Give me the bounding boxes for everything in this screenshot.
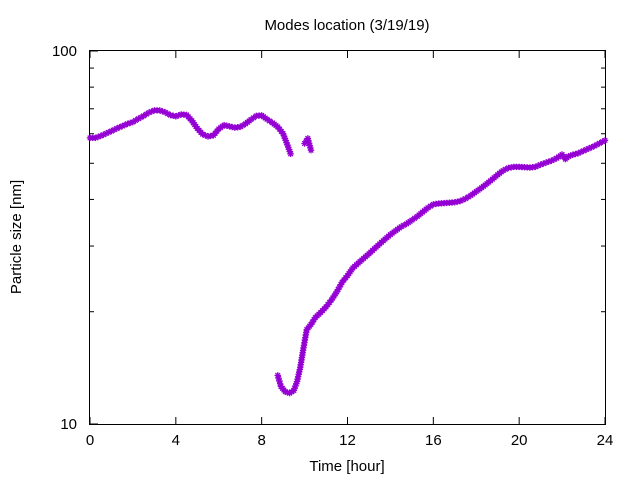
y-tick-label: 10 bbox=[60, 416, 77, 433]
y-axis-ticks bbox=[90, 50, 605, 425]
data-point bbox=[287, 150, 294, 158]
x-axis-tick-labels: 0 4 8 12 16 20 24 bbox=[86, 432, 614, 449]
x-tick-label: 12 bbox=[339, 432, 356, 449]
y-axis-label: Particle size [nm] bbox=[8, 180, 25, 294]
x-tick-label: 24 bbox=[597, 432, 614, 449]
data-point bbox=[307, 147, 315, 154]
x-tick-label: 20 bbox=[511, 432, 528, 449]
data-points bbox=[86, 107, 609, 397]
x-tick-label: 4 bbox=[172, 432, 180, 449]
x-tick-label: 8 bbox=[257, 432, 265, 449]
x-axis-label: Time [hour] bbox=[309, 458, 384, 475]
y-axis-tick-labels: 10 100 bbox=[52, 43, 77, 433]
data-point bbox=[601, 137, 609, 144]
chart-title: Modes location (3/19/19) bbox=[264, 17, 429, 34]
x-tick-label: 0 bbox=[86, 432, 94, 449]
x-tick-label: 16 bbox=[425, 432, 442, 449]
data-point bbox=[336, 283, 343, 291]
y-tick-label: 100 bbox=[52, 43, 77, 60]
plot-frame bbox=[89, 50, 606, 425]
x-axis-ticks bbox=[89, 51, 606, 424]
data-point bbox=[599, 138, 606, 145]
